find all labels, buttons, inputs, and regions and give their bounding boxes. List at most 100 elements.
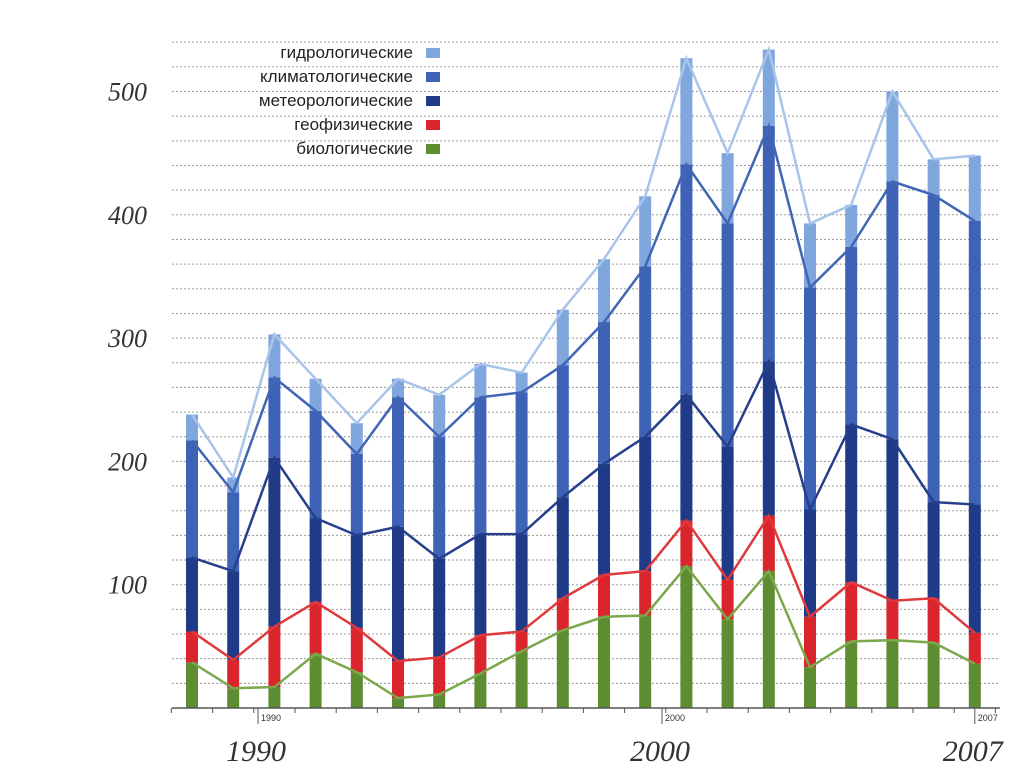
bar-геофизические-2006 [927, 598, 940, 643]
bar-биологические-1988 [186, 662, 198, 708]
bar-климатологические-2006 [927, 195, 940, 503]
y-tick-label-300: 300 [107, 324, 147, 353]
bar-климатологические-2004 [845, 246, 858, 425]
bar-метеорологические-1992 [350, 535, 363, 628]
bar-биологические-1994 [433, 694, 446, 708]
bar-геофизические-1998 [598, 574, 610, 617]
legend-swatch-геофизические [426, 120, 440, 130]
bar-биологические-1995 [474, 673, 487, 708]
x-tick-small-label-2007: 2007 [978, 713, 998, 723]
bar-метеорологические-2006 [927, 502, 940, 599]
x-tick-small-label-2000: 2000 [665, 713, 685, 723]
bar-гидрологические-2000 [680, 58, 693, 165]
bar-климатологические-2005 [886, 181, 899, 440]
bar-биологические-1998 [598, 616, 610, 708]
bar-биологические-2005 [886, 640, 899, 708]
bar-метеорологические-2000 [680, 394, 693, 521]
line-биологические [191, 564, 976, 700]
bar-биологические-2002 [762, 571, 775, 708]
legend-label-биологические: биологические [296, 139, 413, 158]
bar-климатологические-2003 [804, 287, 816, 510]
bar-гидрологические-2003 [804, 223, 816, 288]
line-геофизические [191, 512, 976, 663]
bar-метеорологические-1997 [556, 497, 569, 599]
bar-геофизические-2005 [886, 600, 899, 641]
bar-климатологические-2007 [968, 220, 981, 505]
bar-геофизические-1989 [227, 659, 240, 689]
bar-климатологические-1996 [515, 392, 528, 535]
bar-геофизические-1992 [350, 627, 363, 673]
bars [186, 49, 981, 708]
bar-геофизические-1988 [186, 631, 198, 663]
legend-label-метеорологические: метеорологические [259, 91, 413, 110]
bar-биологические-1991 [309, 653, 322, 708]
bar-геофизические-1997 [556, 598, 569, 631]
bar-биологические-2007 [968, 663, 981, 708]
bar-гидрологические-2004 [845, 204, 858, 247]
bar-геофизические-1995 [474, 635, 487, 674]
x-tick-label-2000: 2000 [630, 735, 690, 767]
bar-геофизические-2004 [845, 582, 858, 642]
legend: гидрологические климатологические метеорол… [259, 43, 440, 158]
bar-биологические-2006 [927, 642, 940, 708]
bar-биологические-1996 [515, 651, 528, 708]
bar-метеорологические-2002 [762, 361, 775, 516]
legend-label-геофизические: геофизические [294, 115, 413, 134]
bar-биологические-2003 [804, 667, 816, 708]
y-tick-label-400: 400 [108, 201, 147, 230]
legend-swatch-биологические [426, 144, 440, 154]
bar-геофизические-2007 [968, 632, 981, 664]
bar-биологические-1992 [350, 672, 363, 708]
bar-биологические-2004 [845, 641, 858, 708]
bar-геофизические-2003 [804, 616, 816, 668]
bar-климатологические-1999 [639, 266, 652, 437]
bar-гидрологические-2001 [721, 153, 734, 224]
x-tick-small-label-1990: 1990 [261, 713, 281, 723]
bar-метеорологические-2001 [721, 446, 734, 580]
bar-геофизические-1996 [515, 631, 528, 652]
bar-геофизические-1999 [639, 571, 652, 616]
bar-климатологические-1998 [598, 322, 610, 464]
bar-метеорологические-1990 [268, 457, 281, 627]
bar-метеорологические-2003 [804, 509, 816, 617]
bar-гидрологические-1998 [598, 259, 610, 323]
line-метеорологические [191, 358, 975, 573]
bar-гидрологические-1997 [556, 309, 569, 366]
bar-гидрологические-1994 [433, 394, 446, 437]
bar-биологические-1997 [556, 630, 569, 708]
bar-биологические-1990 [268, 687, 281, 708]
legend-label-гидрологические: гидрологические [280, 43, 413, 62]
bar-метеорологические-1994 [433, 558, 446, 658]
bar-геофизические-2000 [680, 520, 693, 567]
bar-гидрологические-2006 [927, 159, 940, 196]
legend-swatch-гидрологические [426, 48, 440, 58]
y-tick-label-500: 500 [108, 78, 147, 107]
bar-гидрологические-1988 [186, 414, 198, 441]
y-tick-label-100: 100 [108, 571, 147, 600]
bar-геофизические-2002 [762, 515, 775, 572]
bar-климатологические-1997 [556, 365, 569, 498]
bar-гидрологические-1990 [268, 334, 281, 378]
bar-гидрологические-1996 [515, 372, 528, 393]
bar-биологические-1993 [392, 698, 404, 708]
bar-геофизические-1993 [392, 661, 404, 699]
bar-геофизические-1991 [309, 601, 322, 654]
bar-метеорологические-1996 [515, 534, 528, 632]
bar-гидрологические-2007 [968, 155, 981, 221]
bar-гидрологические-1992 [350, 423, 363, 455]
bar-метеорологические-1988 [186, 557, 198, 632]
x-tick-label-1990: 1990 [226, 735, 286, 767]
bar-метеорологические-1989 [227, 571, 240, 660]
bar-климатологические-1991 [309, 410, 322, 519]
legend-swatch-метеорологические [426, 96, 440, 106]
x-tick-label-2007: 2007 [943, 735, 1005, 767]
bar-биологические-2001 [721, 619, 734, 708]
bar-гидрологические-1999 [639, 196, 652, 267]
line-гидрологические [190, 45, 975, 481]
legend-label-климатологические: климатологические [260, 67, 413, 86]
bar-геофизические-1990 [268, 626, 281, 688]
bar-климатологические-1989 [227, 492, 240, 572]
bar-метеорологические-2005 [886, 439, 899, 601]
bar-климатологические-2000 [680, 164, 693, 395]
